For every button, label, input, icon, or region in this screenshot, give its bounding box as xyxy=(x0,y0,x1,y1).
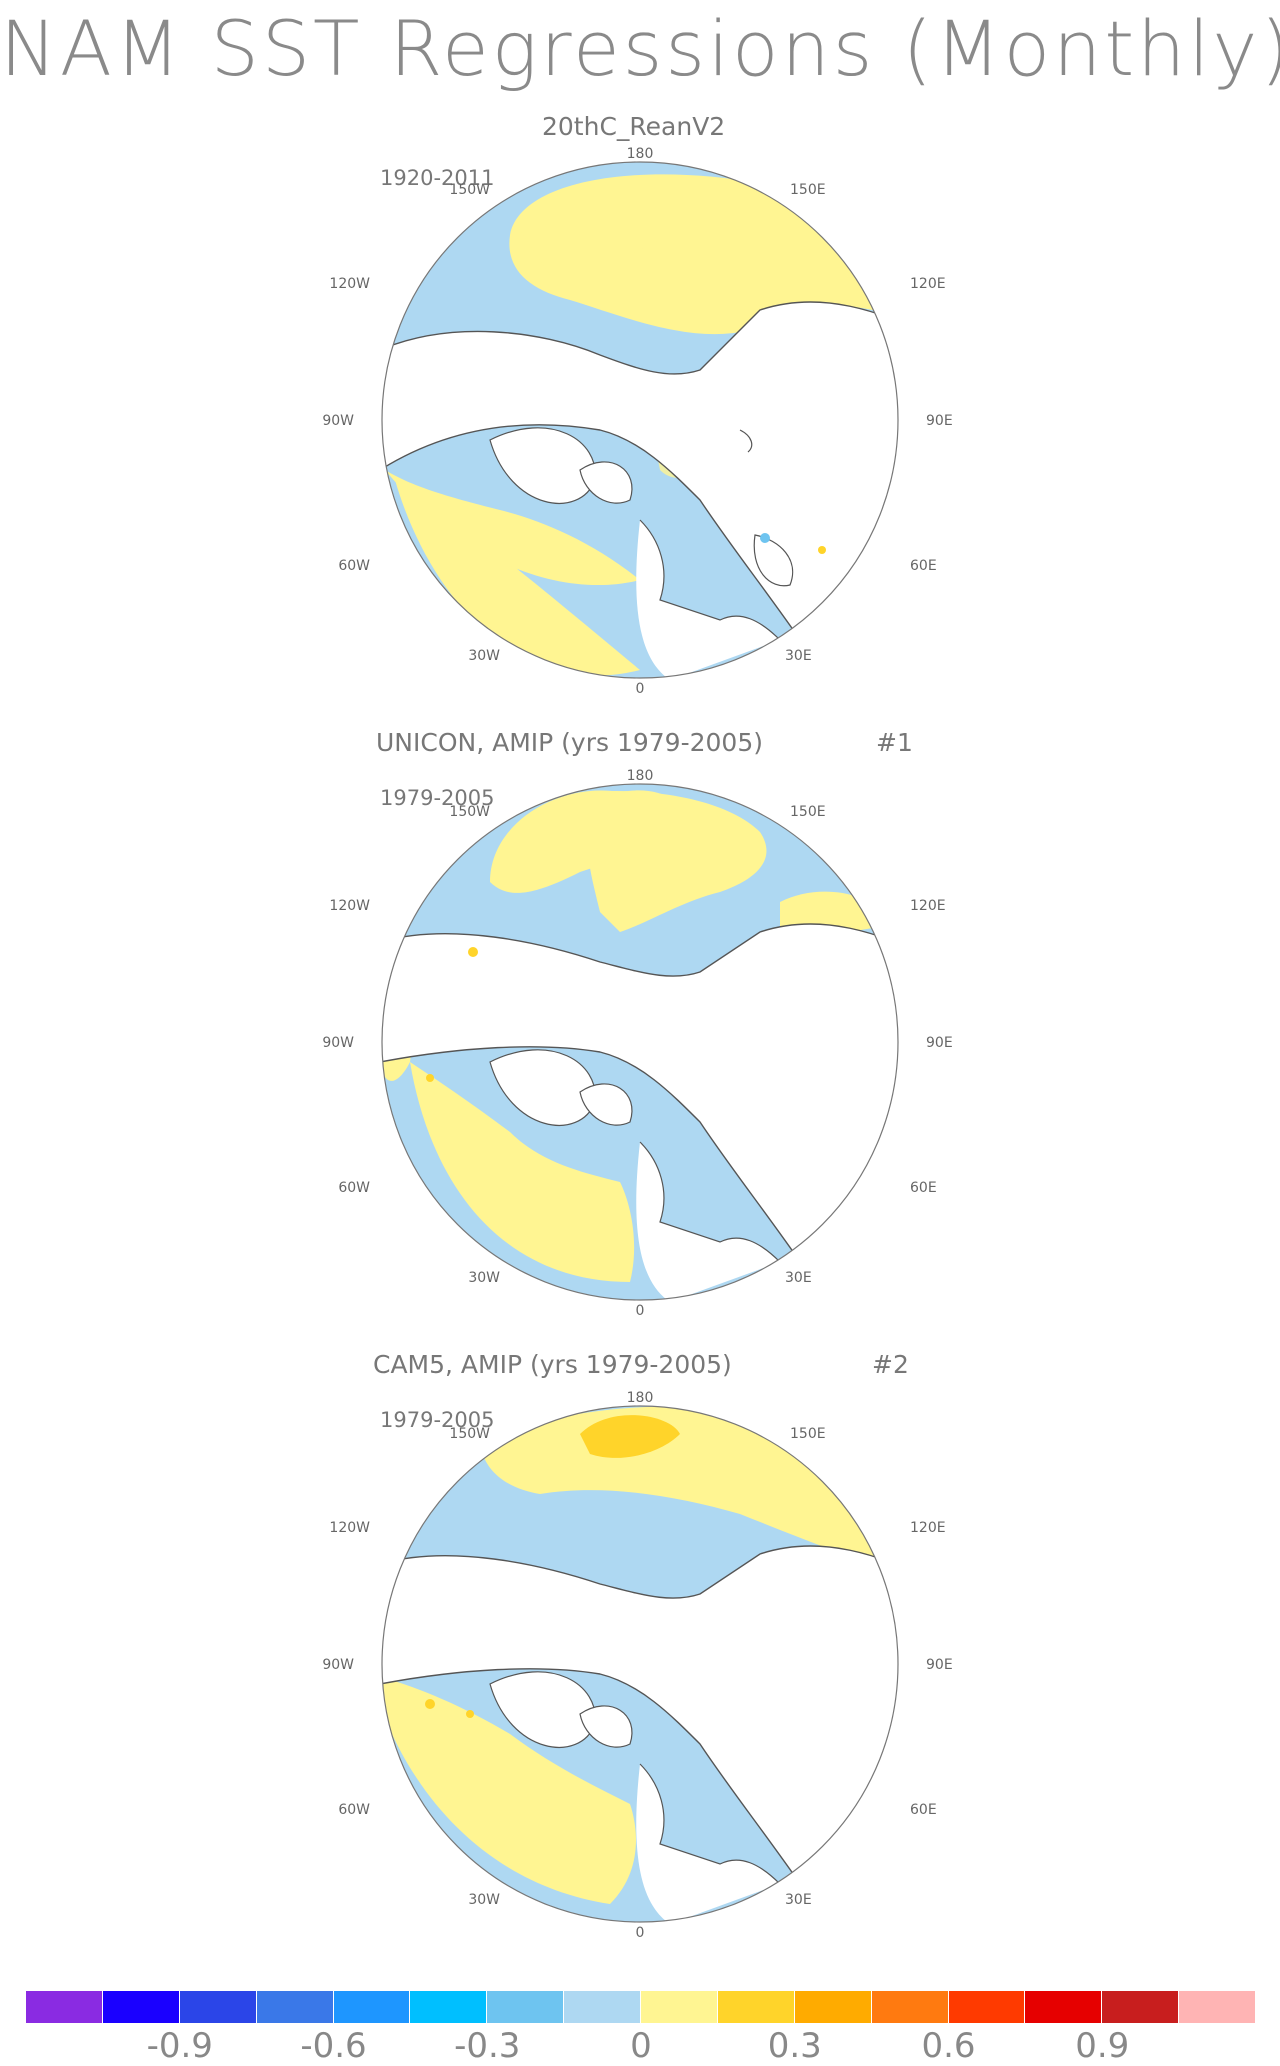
lon-label-upper-left: 150W xyxy=(449,182,490,198)
legend-swatch xyxy=(26,1991,103,2023)
lon-label-mid-upper-left: 120W xyxy=(329,276,370,292)
legend-tick-label: -0.9 xyxy=(146,2026,213,2066)
lon-label-top: 180 xyxy=(627,1390,654,1406)
lon-label-lower-right: 30E xyxy=(785,648,812,664)
lon-label-upper-right: 150E xyxy=(790,182,826,198)
lon-label-mid-lower-right: 60E xyxy=(910,1180,937,1196)
legend-tick-label: -0.3 xyxy=(454,2026,521,2066)
legend-swatch xyxy=(256,1991,334,2023)
legend-swatch xyxy=(641,1991,718,2023)
legend-tick-label: -0.6 xyxy=(300,2026,367,2066)
panel-2-title: UNICON, AMIP (yrs 1979-2005) xyxy=(376,728,763,757)
legend-tick-label: 0.6 xyxy=(921,2026,976,2066)
panel-2-number: #1 xyxy=(876,728,913,757)
legend-swatch xyxy=(487,1991,565,2023)
lon-label-left: 90W xyxy=(322,1657,354,1673)
lon-label-lower-left: 30W xyxy=(468,1270,500,1286)
lon-label-top: 180 xyxy=(627,768,654,784)
legend-swatch xyxy=(1179,1991,1256,2023)
lon-label-left: 90W xyxy=(322,1035,354,1051)
panel-3-period: 1979-2005 xyxy=(380,1408,495,1432)
lon-label-lower-right: 30E xyxy=(785,1270,812,1286)
legend-tick-label: 0.3 xyxy=(767,2026,822,2066)
lon-label-lower-left: 30W xyxy=(468,1892,500,1908)
page-title: NAM SST Regressions (Monthly) xyxy=(0,4,1280,93)
lon-label-bottom: 0 xyxy=(636,1303,645,1319)
legend-swatch xyxy=(410,1991,488,2023)
legend-swatch xyxy=(871,1991,949,2023)
legend-swatch xyxy=(1102,1991,1180,2023)
legend-swatch xyxy=(102,1991,180,2023)
lon-label-mid-upper-right: 120E xyxy=(910,898,946,914)
lon-label-right: 90E xyxy=(926,1657,953,1673)
lon-label-top: 180 xyxy=(627,146,654,162)
lon-label-upper-right: 150E xyxy=(790,1426,826,1442)
lon-label-mid-upper-right: 120E xyxy=(910,1520,946,1536)
legend-swatch xyxy=(179,1991,257,2023)
lon-label-lower-right: 30E xyxy=(785,1892,812,1908)
lon-label-mid-lower-left: 60W xyxy=(338,1180,370,1196)
legend-swatch xyxy=(794,1991,872,2023)
panel-2-period: 1979-2005 xyxy=(380,786,495,810)
legend-swatch xyxy=(948,1991,1026,2023)
lon-label-upper-right: 150E xyxy=(790,804,826,820)
panel-3-title: CAM5, AMIP (yrs 1979-2005) xyxy=(373,1350,732,1379)
legend-tick-label: 0.9 xyxy=(1075,2026,1130,2066)
lon-label-mid-lower-right: 60E xyxy=(910,558,937,574)
polar-map-2: 180 0 150W 150E 120W 120E 90W 90E 60W 60E 30W 30E xyxy=(322,768,952,1319)
lon-label-left: 90W xyxy=(322,413,354,429)
lon-label-right: 90E xyxy=(926,413,953,429)
lon-label-bottom: 0 xyxy=(636,681,645,697)
polar-map-3: 180 0 150W 150E 120W 120E 90W 90E 60W 60E 30W 30E xyxy=(322,1390,952,1941)
legend-swatch xyxy=(1025,1991,1103,2023)
legend-swatch xyxy=(333,1991,411,2023)
panel-1-period: 1920-2011 xyxy=(380,166,495,190)
panel-1-title: 20thC_ReanV2 xyxy=(542,112,726,141)
lon-label-upper-left: 150W xyxy=(449,1426,490,1442)
legend-swatch xyxy=(564,1991,641,2023)
lon-label-upper-left: 150W xyxy=(449,804,490,820)
legend-tick-label: 0 xyxy=(630,2026,652,2066)
lon-label-mid-upper-left: 120W xyxy=(329,1520,370,1536)
lon-label-mid-lower-left: 60W xyxy=(338,1802,370,1818)
legend-swatch xyxy=(717,1991,795,2023)
color-scale-legend xyxy=(26,1991,1256,2023)
lon-label-mid-lower-left: 60W xyxy=(338,558,370,574)
lon-label-right: 90E xyxy=(926,1035,953,1051)
lon-label-lower-left: 30W xyxy=(468,648,500,664)
lon-label-mid-upper-left: 120W xyxy=(329,898,370,914)
panel-3-number: #2 xyxy=(872,1350,909,1379)
lon-label-bottom: 0 xyxy=(636,1925,645,1941)
lon-label-mid-upper-right: 120E xyxy=(910,276,946,292)
lon-label-mid-lower-right: 60E xyxy=(910,1802,937,1818)
polar-map-1: 180 0 150W 150E 120W 120E 90W 90E 60W 60E 30W 30E xyxy=(322,146,952,697)
